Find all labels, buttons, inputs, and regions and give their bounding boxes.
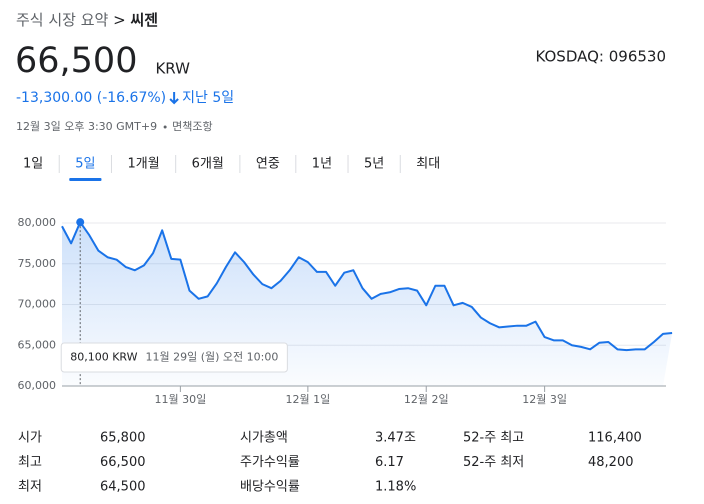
- hover-dot: [76, 218, 85, 227]
- price: 66,500: [15, 41, 137, 81]
- breadcrumb-separator: >: [113, 11, 126, 29]
- x-tick-label: 12월 3일: [522, 392, 567, 406]
- chart: 60,000 65,000 70,000 75,000 80,000 11월 30일 12월…: [18, 216, 673, 406]
- stats-table: 시가 65,800 시가총액 3.47조 52-주 최고 116,400 최고 66,500 주…: [18, 431, 642, 495]
- stat-value: 66,500: [100, 455, 146, 470]
- stat-label: 최저: [18, 480, 42, 495]
- x-tick-label: 11월 30일: [155, 392, 207, 406]
- range-tab[interactable]: 1개월: [127, 157, 159, 172]
- stat-label: 주가수익률: [240, 455, 300, 470]
- tab-underline: [69, 178, 102, 181]
- tooltip-price: 80,100 KRW: [70, 351, 137, 364]
- y-tick-label: 65,000: [18, 338, 57, 351]
- range-tab[interactable]: 연중: [256, 157, 280, 172]
- stat-value: 64,500: [100, 480, 146, 495]
- x-tick-label: 12월 2일: [404, 392, 449, 406]
- currency: KRW: [155, 60, 190, 78]
- range-tab[interactable]: 1일: [23, 157, 43, 172]
- stat-value: 65,800: [100, 431, 146, 446]
- range-tab[interactable]: 5일: [75, 157, 95, 172]
- y-tick-label: 75,000: [18, 257, 57, 270]
- y-tick-label: 70,000: [18, 298, 57, 311]
- stat-label: 52-주 최고: [463, 431, 524, 446]
- stat-label: 시가: [18, 431, 42, 446]
- stat-label: 배당수익률: [240, 480, 300, 495]
- tooltip-time: 11월 29일 (월) 오전 10:00: [145, 350, 278, 364]
- exchange: KOSDAQ: 096530: [535, 48, 666, 66]
- stock-name: 씨젠: [130, 11, 158, 29]
- stat-value: 3.47조: [375, 431, 416, 446]
- price-line: [61, 221, 673, 352]
- range-tabs: 1일 5일 1개월 6개월 연중 1년 5년 최대: [23, 155, 440, 181]
- stat-label: 시가총액: [240, 431, 288, 446]
- timestamp: 12월 3일 오후 3:30 GMT+9: [16, 119, 157, 133]
- range-tab[interactable]: 최대: [416, 157, 440, 172]
- period: 지난 5일: [182, 90, 234, 106]
- y-tick-label: 60,000: [18, 379, 57, 392]
- range-tab[interactable]: 6개월: [192, 157, 224, 172]
- range-tab[interactable]: 5년: [364, 157, 384, 172]
- breadcrumb: 주식 시장 요약 > 씨젠: [16, 11, 158, 29]
- stat-value: 48,200: [588, 455, 634, 470]
- stat-value: 1.18%: [375, 480, 416, 495]
- down-arrow: [169, 92, 179, 105]
- range-tab[interactable]: 1년: [312, 157, 332, 172]
- disclaimer[interactable]: 면책조항: [172, 120, 212, 133]
- y-tick-label: 80,000: [18, 216, 57, 229]
- breadcrumb-parent[interactable]: 주식 시장 요약: [16, 11, 109, 29]
- tooltip-box: [60, 342, 288, 373]
- stat-label: 최고: [18, 455, 42, 470]
- stat-value: 116,400: [588, 431, 642, 446]
- stat-value: 6.17: [375, 455, 404, 470]
- bullet: [163, 125, 167, 129]
- x-tick-label: 12월 1일: [285, 392, 330, 406]
- stat-label: 52-주 최저: [463, 455, 524, 470]
- price-change: -13,300.00 (-16.67%): [16, 90, 166, 106]
